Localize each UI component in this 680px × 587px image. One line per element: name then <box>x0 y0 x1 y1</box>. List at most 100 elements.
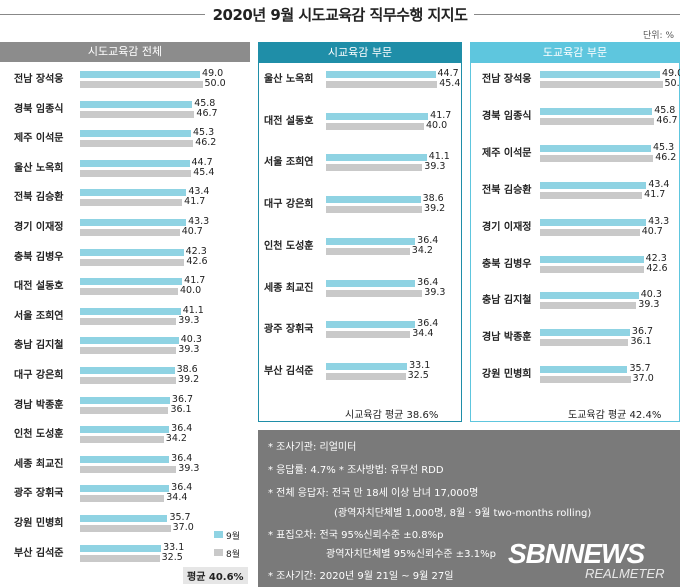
category-label: 제주 이석문 <box>14 133 64 145</box>
bar-value-label: 38.6 <box>422 193 444 205</box>
bar-aug <box>80 229 180 236</box>
bar-sep <box>326 279 416 287</box>
bar-sep <box>80 278 183 286</box>
category-label: 대전 설동호 <box>264 115 314 127</box>
bar-value-label: 40.7 <box>641 225 663 237</box>
panel-city: 시교육감 부문 <box>258 42 462 422</box>
bar-sep <box>326 154 427 162</box>
bar-value-label: 41.7 <box>430 109 452 121</box>
bar-value-label: 41.7 <box>644 188 666 200</box>
bar-value-label: 50.0 <box>664 78 680 89</box>
bar-aug <box>80 465 177 473</box>
bar-value-label: 46.7 <box>656 114 678 126</box>
bar-aug <box>80 377 177 384</box>
info-response: * 응답률: 4.7% * 조사방법: 유무선 RDD <box>268 465 444 476</box>
bar-aug <box>540 302 637 310</box>
info-period: * 조사기간: 2020년 9월 21일 ~ 9월 27일 <box>268 571 454 582</box>
category-label: 강원 민병희 <box>14 518 64 529</box>
bar-value-label: 44.7 <box>437 68 459 79</box>
category-label: 충남 김지철 <box>14 340 64 352</box>
bar-sep <box>80 307 181 315</box>
category-label: 부산 김석준 <box>14 547 64 559</box>
bar-value-label: 37.0 <box>172 522 194 533</box>
category-label: 경남 박종훈 <box>482 332 532 344</box>
bar-sep <box>540 71 661 78</box>
bar-value-label: 40.7 <box>181 226 203 237</box>
bar-value-label: 46.2 <box>195 137 217 149</box>
legend-sep-label: 9월 <box>226 532 241 542</box>
bar-value-label: 39.3 <box>178 462 200 474</box>
info-sampling-error: * 표집오차: 전국 95%신뢰수준 ±0.8%p <box>268 530 444 541</box>
average-city: 시교육감 평균 38.6% <box>345 410 439 421</box>
bar-sep <box>80 485 170 493</box>
info-agency: * 조사기관: 리얼미터 <box>268 442 357 453</box>
bar-aug <box>326 81 438 88</box>
bar-value-label: 44.7 <box>191 156 213 168</box>
bar-aug <box>326 206 423 214</box>
category-label: 세종 최교진 <box>14 458 64 470</box>
bar-value-label: 43.4 <box>188 186 210 198</box>
bar-value-label: 50.0 <box>204 78 226 89</box>
bar-value-label: 40.0 <box>426 119 448 131</box>
bar-value-label: 34.4 <box>412 328 434 340</box>
bar-value-label: 42.6 <box>186 255 208 267</box>
bar-aug <box>80 199 183 207</box>
bar-value-label: 39.2 <box>424 203 446 215</box>
average-province: 도교육감 평균 42.4% <box>568 410 662 421</box>
category-label: 전남 장석웅 <box>482 74 532 85</box>
bar-value-label: 35.7 <box>629 363 651 375</box>
category-label: 서울 조희연 <box>14 310 64 322</box>
bar-value-label: 36.4 <box>417 318 439 330</box>
panel-city-title: 시교육감 부문 <box>259 43 461 63</box>
category-label: 대구 강은희 <box>264 199 314 211</box>
watermark-sbnnews: SBNNEWS <box>508 538 645 569</box>
bar-value-label: 49.0 <box>202 68 224 79</box>
category-label: 세종 최교진 <box>264 282 314 294</box>
bar-aug <box>540 265 645 273</box>
bar-aug <box>540 228 640 236</box>
bar-value-label: 36.1 <box>630 336 652 348</box>
bar-aug <box>326 122 424 130</box>
bar-value-label: 32.5 <box>161 551 183 563</box>
bar-value-label: 49.0 <box>662 68 680 79</box>
category-label: 경남 박종훈 <box>14 399 64 411</box>
bar-sep <box>80 337 179 345</box>
bar-value-label: 43.4 <box>648 178 670 190</box>
bar-aug <box>540 376 631 384</box>
bar-value-label: 45.8 <box>654 104 676 116</box>
bar-value-label: 43.3 <box>648 215 670 227</box>
bar-aug <box>80 169 192 177</box>
category-label: 충남 김지철 <box>482 295 532 307</box>
bar-aug <box>80 140 194 148</box>
bar-value-label: 34.2 <box>411 244 433 256</box>
bar-sep <box>80 189 187 197</box>
bar-aug <box>80 110 195 118</box>
watermark-realmeter: REALMETER <box>585 566 665 581</box>
bar-sep <box>326 112 429 120</box>
bar-aug <box>80 525 171 532</box>
bar-value-label: 41.1 <box>428 151 450 163</box>
category-label: 전남 장석웅 <box>14 74 64 85</box>
bar-value-label: 39.3 <box>638 299 660 311</box>
legend-aug-swatch <box>214 549 223 556</box>
category-label: 강원 민병희 <box>482 369 532 381</box>
category-label: 충북 김병우 <box>14 251 64 263</box>
title-rule-right <box>474 14 680 15</box>
bar-value-label: 33.1 <box>409 359 431 371</box>
bar-value-label: 36.7 <box>171 393 194 405</box>
bar-aug <box>326 372 406 380</box>
bar-sep <box>540 292 639 300</box>
bar-sep <box>80 100 193 108</box>
bar-value-label: 42.6 <box>646 262 668 274</box>
bar-value-label: 36.4 <box>417 276 439 288</box>
bar-sep <box>326 321 416 329</box>
bar-aug <box>326 247 410 255</box>
bar-value-label: 35.7 <box>169 512 191 523</box>
bar-value-label: 40.3 <box>640 289 662 301</box>
bar-aug <box>80 406 169 414</box>
bar-aug <box>540 154 654 162</box>
bar-sep <box>80 367 175 374</box>
bar-sep <box>80 426 170 434</box>
bar-sep <box>80 219 187 226</box>
bar-value-label: 41.1 <box>182 304 204 316</box>
